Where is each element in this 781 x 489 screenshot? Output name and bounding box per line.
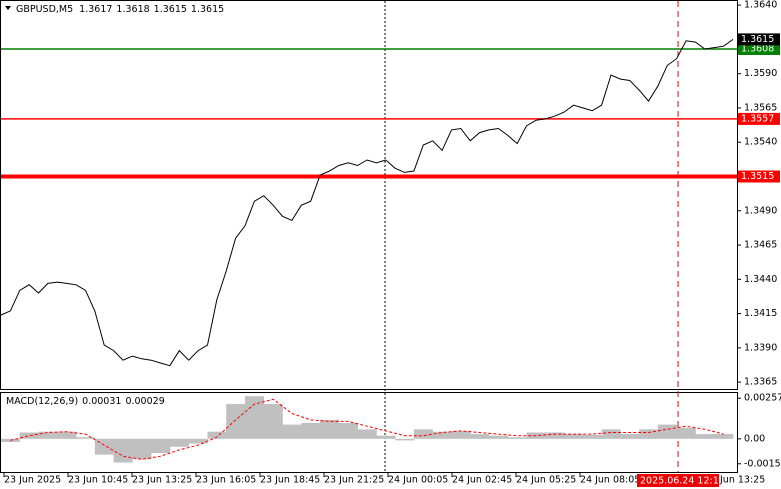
histogram-bar — [226, 404, 246, 439]
level-label-box — [738, 42, 780, 55]
level-label-box — [738, 170, 780, 183]
histogram-bar — [38, 431, 58, 439]
y-tick-label: 1.3490 — [744, 205, 777, 216]
signal-line — [10, 398, 724, 460]
histogram-bar — [714, 434, 734, 439]
histogram-bar — [263, 404, 283, 439]
y-tick-label: 1.3390 — [744, 342, 777, 353]
macd-readout: 0.00029 — [125, 396, 164, 407]
price-panel — [0, 0, 738, 390]
y-tick-label: 1.3540 — [744, 137, 777, 148]
histogram-bar — [395, 438, 415, 441]
histogram-bar — [151, 438, 171, 454]
histogram-bar — [470, 434, 490, 439]
y-tick-label: 1.3365 — [744, 377, 777, 388]
y-tick-label: 1.3590 — [744, 68, 777, 79]
x-tick-label: 24 Jun 02:45 — [452, 475, 512, 486]
y-tick-label: 1.3565 — [744, 102, 777, 113]
x-tick-label: 23 Jun 18:45 — [260, 475, 320, 486]
histogram-bar — [432, 431, 452, 439]
histogram-bar — [620, 434, 640, 439]
y-tick-label: 0.00257 — [744, 393, 781, 404]
symbol: GBPUSD,M5 — [16, 4, 73, 15]
ohlc: 1.3617 — [79, 4, 112, 15]
histogram-bar — [489, 435, 509, 439]
y-tick-label: 1.3640 — [744, 0, 777, 11]
last-price-label: 1.3615 — [741, 34, 774, 45]
y-tick-label: -0.00158 — [744, 458, 781, 469]
histogram-bar — [376, 435, 396, 439]
histogram-bar — [19, 432, 39, 439]
x-tick-label: 24 Jun 00:05 — [388, 475, 448, 486]
histogram-bar — [507, 437, 527, 439]
level-label: 1.3557 — [741, 113, 774, 124]
macd-title: MACD(12,26,9) — [6, 396, 78, 407]
x-tick-label: 23 Jun 13:25 — [132, 475, 192, 486]
histogram-bar — [113, 438, 133, 463]
x-tick-label: 23 Jun 2025 — [4, 475, 61, 486]
macd-panel — [0, 392, 738, 473]
x-tick-label: 24 Jun 08:05 — [580, 475, 640, 486]
y-tick-label: 1.3415 — [744, 308, 777, 319]
y-tick-label: 1.3440 — [744, 274, 777, 285]
y-tick-label: 1.3465 — [744, 240, 777, 251]
histogram-bar — [282, 424, 302, 439]
cursor-label-box — [637, 474, 719, 487]
histogram-bar — [451, 430, 471, 439]
ohlc: 1.3618 — [116, 4, 149, 15]
price-line — [0, 38, 734, 367]
ohlc: 1.3615 — [154, 4, 187, 15]
x-tick-label: 23 Jun 21:25 — [324, 475, 384, 486]
histogram-bar — [76, 437, 96, 439]
histogram-bar — [169, 438, 189, 447]
ohlc: 1.3615 — [191, 4, 224, 15]
histogram-bar — [301, 423, 321, 439]
histogram-bar — [320, 419, 340, 439]
histogram-bar — [357, 429, 377, 439]
histogram-bar — [601, 429, 621, 439]
macd-readout: 0.00031 — [82, 396, 121, 407]
chart-header: GBPUSD,M5 1.3617 1.3618 1.3615 1.3615 — [16, 4, 224, 15]
histogram-bar — [582, 434, 602, 439]
histogram-bar — [57, 431, 77, 439]
last-price-label-box — [738, 33, 780, 46]
x-tick-label: 23 Jun 16:05 — [196, 475, 256, 486]
x-tick-label: Jun 13:25 — [719, 475, 765, 486]
histogram-bar — [695, 434, 715, 439]
x-tick-label: 24 Jun 05:25 — [516, 475, 576, 486]
histogram-bar — [639, 429, 659, 439]
histogram-bar — [132, 438, 152, 460]
histogram-bar — [245, 396, 265, 439]
histogram-bar — [657, 424, 677, 439]
histogram-bar — [413, 429, 433, 439]
level-label-box — [738, 112, 780, 125]
histogram-bar — [188, 438, 208, 444]
cursor-label: 2025.06.24 12:10 — [640, 476, 725, 487]
level-label: 1.3608 — [741, 43, 774, 54]
x-tick-label: 23 Jun 10:45 — [68, 475, 128, 486]
histogram-bar — [207, 431, 227, 439]
histogram-bar — [676, 427, 696, 439]
histogram-bar — [338, 423, 358, 439]
level-label: 1.3515 — [741, 171, 774, 182]
histogram-bar — [564, 434, 584, 439]
macd-header: MACD(12,26,9) 0.00031 0.00029 — [6, 396, 165, 407]
menu-arrow — [5, 6, 11, 10]
y-tick-label: 0.00 — [744, 433, 765, 444]
histogram-bar — [545, 432, 565, 439]
